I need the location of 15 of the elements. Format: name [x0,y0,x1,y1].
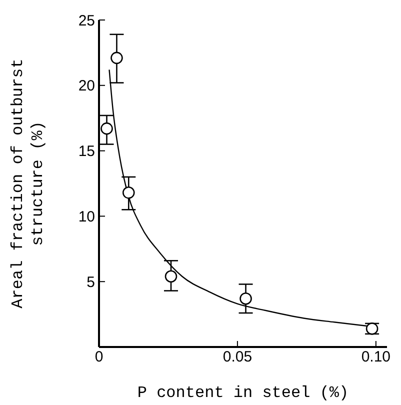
x-tick-label: 0.05 [222,348,252,366]
y-axis-title: Areal fraction of outburst structure (%) [9,58,47,308]
x-axis-title: P content in steel (%) [137,384,349,402]
x-tick-label: 0 [94,348,104,366]
y-tick-label: 25 [78,12,95,30]
y-tick-label: 5 [86,274,95,291]
point [110,52,123,64]
x-tick-label: 0.10 [361,348,391,366]
point [122,186,135,199]
y-tick-label: 15 [78,143,95,160]
y-tick-label: 20 [78,78,95,95]
point [164,270,178,283]
point [100,122,113,135]
y-tick-label: 10 [78,208,95,226]
point [240,292,252,305]
